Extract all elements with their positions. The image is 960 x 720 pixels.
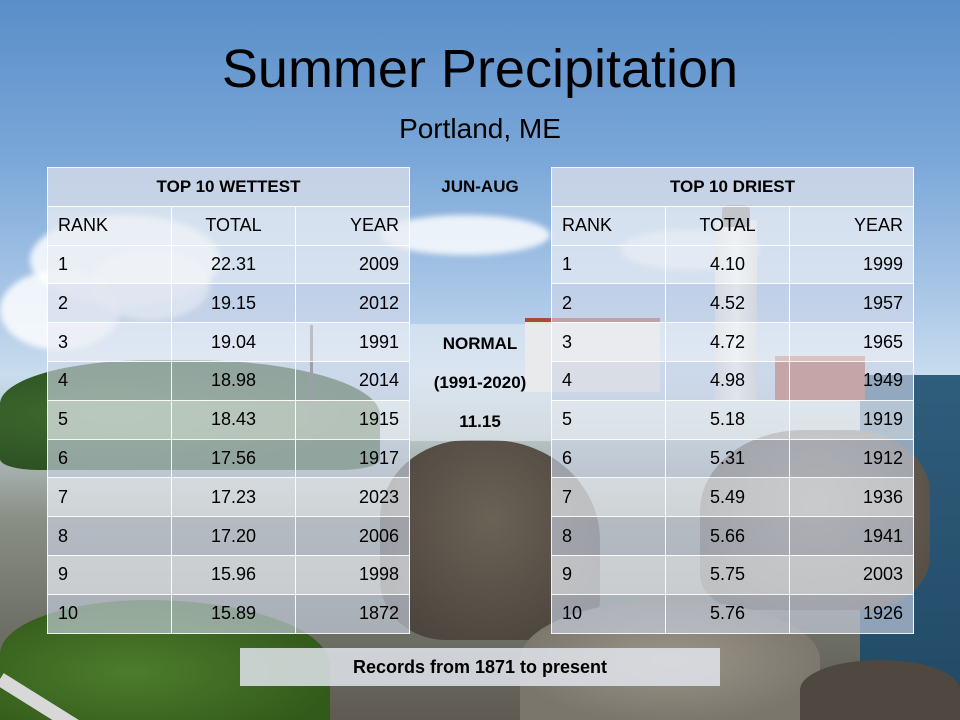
year-cell: 1941 — [788, 516, 915, 556]
total-cell: 15.96 — [171, 554, 296, 595]
driest-table: TOP 10 DRIEST RANK TOTAL YEAR 1 4.10 199… — [550, 167, 915, 634]
driest-table-header: TOP 10 DRIEST — [550, 167, 915, 207]
year-cell: 2009 — [295, 244, 410, 285]
rank-cell: 8 — [551, 516, 666, 556]
year-cell: 1919 — [788, 399, 915, 440]
column-header-total: TOTAL — [665, 205, 790, 246]
year-cell: 1957 — [788, 283, 915, 324]
table-row: 8 5.66 1941 — [551, 516, 915, 556]
year-cell: 1917 — [295, 438, 410, 479]
background-rocks — [800, 660, 960, 720]
year-cell: 1936 — [788, 477, 915, 518]
table-row: 3 19.04 1991 — [47, 322, 410, 362]
rank-cell: 8 — [47, 516, 172, 556]
rank-cell: 6 — [47, 438, 172, 479]
rank-cell: 4 — [551, 360, 666, 401]
total-cell: 17.20 — [171, 516, 296, 556]
wettest-table: TOP 10 WETTEST RANK TOTAL YEAR 1 22.31 2… — [47, 167, 410, 634]
table-row: 7 5.49 1936 — [551, 477, 915, 518]
table-row: 4 18.98 2014 — [47, 360, 410, 401]
wettest-table-header: TOP 10 WETTEST — [47, 167, 410, 207]
column-header-year: YEAR — [295, 205, 410, 246]
year-cell: 1998 — [295, 554, 410, 595]
rank-cell: 10 — [47, 593, 172, 634]
year-cell: 1915 — [295, 399, 410, 440]
rank-cell: 5 — [551, 399, 666, 440]
table-row: 10 15.89 1872 — [47, 593, 410, 634]
total-cell: 4.98 — [665, 360, 790, 401]
total-cell: 5.66 — [665, 516, 790, 556]
total-cell: 5.18 — [665, 399, 790, 440]
table-row: 8 17.20 2006 — [47, 516, 410, 556]
table-row: 1 22.31 2009 — [47, 244, 410, 285]
table-row: 5 18.43 1915 — [47, 399, 410, 440]
year-cell: 2003 — [788, 554, 915, 595]
slide-subtitle: Portland, ME — [399, 113, 561, 144]
column-header-total: TOTAL — [171, 205, 296, 246]
rank-cell: 6 — [551, 438, 666, 479]
year-cell: 1991 — [295, 322, 410, 362]
records-note: Records from 1871 to present — [240, 648, 720, 686]
total-cell: 4.72 — [665, 322, 790, 362]
table-row: 2 19.15 2012 — [47, 283, 410, 324]
total-cell: 17.56 — [171, 438, 296, 479]
rank-cell: 1 — [47, 244, 172, 285]
year-cell: 1999 — [788, 244, 915, 285]
year-cell: 2014 — [295, 360, 410, 401]
table-row: 5 5.18 1919 — [551, 399, 915, 440]
year-cell: 2006 — [295, 516, 410, 556]
total-cell: 18.43 — [171, 399, 296, 440]
total-cell: 19.15 — [171, 283, 296, 324]
total-cell: 19.04 — [171, 322, 296, 362]
rank-cell: 3 — [551, 322, 666, 362]
table-row: 4 4.98 1949 — [551, 360, 915, 401]
slide-title: Summer Precipitation — [221, 39, 739, 99]
year-cell: 2023 — [295, 477, 410, 518]
table-row: 6 5.31 1912 — [551, 438, 915, 479]
rank-cell: 9 — [47, 554, 172, 595]
total-cell: 5.75 — [665, 554, 790, 595]
normal-value: 11.15 — [409, 402, 551, 441]
column-header-rank: RANK — [47, 205, 172, 246]
total-cell: 5.31 — [665, 438, 790, 479]
rank-cell: 2 — [47, 283, 172, 324]
rank-cell: 3 — [47, 322, 172, 362]
rank-cell: 1 — [551, 244, 666, 285]
total-cell: 5.49 — [665, 477, 790, 518]
rank-cell: 4 — [47, 360, 172, 401]
year-cell: 1926 — [788, 593, 915, 634]
rank-cell: 7 — [47, 477, 172, 518]
normal-label: NORMAL — [409, 324, 551, 363]
year-cell: 1949 — [788, 360, 915, 401]
table-row: 3 4.72 1965 — [551, 322, 915, 362]
year-cell: 2012 — [295, 283, 410, 324]
rank-cell: 7 — [551, 477, 666, 518]
table-row: 2 4.52 1957 — [551, 283, 915, 324]
season-label: JUN-AUG — [441, 177, 519, 196]
rank-cell: 10 — [551, 593, 666, 634]
rank-cell: 5 — [47, 399, 172, 440]
total-cell: 22.31 — [171, 244, 296, 285]
table-row: 9 15.96 1998 — [47, 554, 410, 595]
total-cell: 4.52 — [665, 283, 790, 324]
table-row: 7 17.23 2023 — [47, 477, 410, 518]
table-row: 10 5.76 1926 — [551, 593, 915, 634]
total-cell: 18.98 — [171, 360, 296, 401]
year-cell: 1872 — [295, 593, 410, 634]
rank-cell: 2 — [551, 283, 666, 324]
table-row: 1 4.10 1999 — [551, 244, 915, 285]
table-row: 6 17.56 1917 — [47, 438, 410, 479]
column-header-year: YEAR — [788, 205, 915, 246]
year-cell: 1912 — [788, 438, 915, 479]
year-cell: 1965 — [788, 322, 915, 362]
column-header-rank: RANK — [551, 205, 666, 246]
total-cell: 4.10 — [665, 244, 790, 285]
rank-cell: 9 — [551, 554, 666, 595]
total-cell: 5.76 — [665, 593, 790, 634]
normal-period: (1991-2020) — [409, 363, 551, 402]
total-cell: 17.23 — [171, 477, 296, 518]
table-row: 9 5.75 2003 — [551, 554, 915, 595]
total-cell: 15.89 — [171, 593, 296, 634]
